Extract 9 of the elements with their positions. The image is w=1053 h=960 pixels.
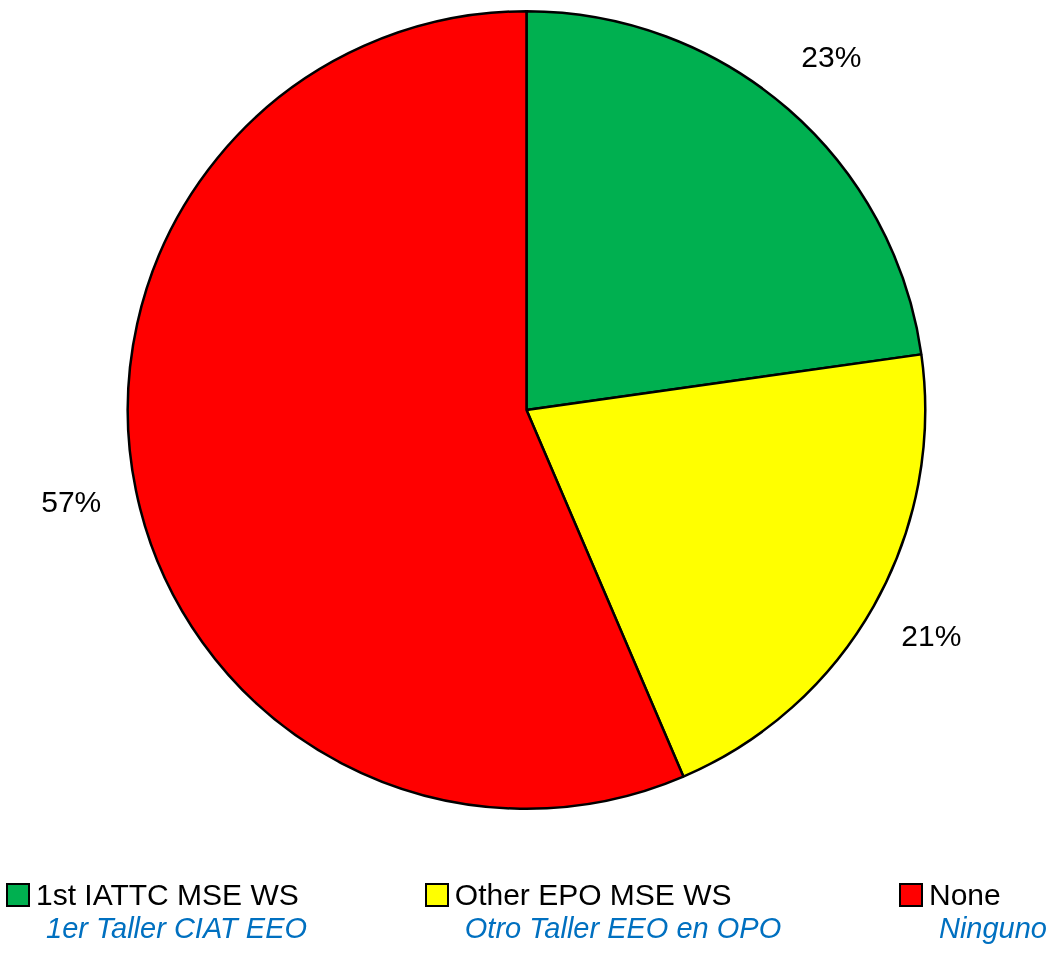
legend-label: 1st IATTC MSE WS [36,878,299,912]
text: Ninguno [938,912,1047,945]
text: 1er Taller CIAT EEO [46,912,308,945]
legend-label: Other EPO MSE WS [454,878,732,912]
text: Otro Taller EEO en OPO [464,912,782,945]
data-label: 23% [801,40,862,74]
data-label: 57% [41,484,102,518]
data-label: 21% [901,619,962,653]
legend-label: None [928,878,1001,912]
